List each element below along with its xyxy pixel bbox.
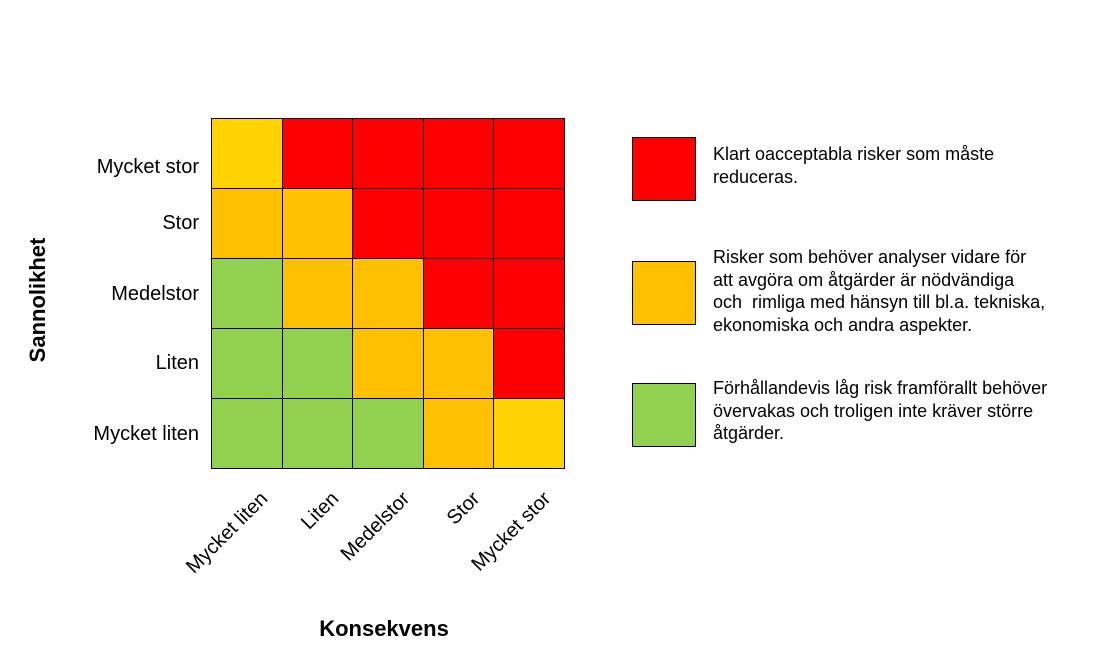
x-label-liten: Liten [297,487,344,534]
matrix-cell-red [494,259,565,329]
legend-line: åtgärder. [713,423,785,443]
matrix-cell-green [212,259,283,329]
matrix-cell-orange [353,329,424,399]
legend-text-orange: Risker som behöver analyser vidare för a… [713,246,1113,336]
legend-line: reduceras. [713,166,799,187]
matrix-cell-orange [282,189,354,259]
y-axis-title: Sannolikhet [25,237,50,363]
legend-line: Klart oacceptabla risker som måste [713,144,995,164]
matrix-cell-orange [212,189,283,259]
legend-line: och rimliga med hänsyn till bl.a. teknis… [713,292,1046,312]
matrix-cell-orange [423,329,495,399]
matrix-cell-green [212,399,283,469]
y-label-mycket-stor: Mycket stor [96,156,199,178]
legend-line: Förhållandevis låg risk framförallt behö… [713,378,1048,398]
x-axis-title: Konsekvens [319,616,449,641]
legend-text-green: Förhållandevis låg risk framförallt behö… [713,377,1113,445]
legend-swatch-red [632,137,696,201]
x-label-medelstor: Medelstor [336,487,415,566]
legend-swatch-orange [632,261,696,325]
matrix-cell-red [494,329,565,399]
legend-swatch-green [632,383,696,447]
matrix-cell-orange [423,399,495,469]
matrix-cell-green [353,399,424,469]
matrix-cell-red [423,189,495,259]
matrix-cell-yellow [494,399,565,469]
x-label-mycket-liten: Mycket liten [182,487,273,578]
matrix-cell-red [494,119,565,189]
matrix-cell-orange [353,259,424,329]
risk-matrix [211,118,565,469]
legend-line: ekonomiska och andra aspekter. [713,314,973,335]
legend-text-red: Klart oacceptabla risker som måste reduc… [713,143,1113,188]
matrix-cell-red [353,189,424,259]
matrix-cell-green [282,329,354,399]
matrix-cell-orange [282,259,354,329]
y-label-medelstor: Medelstor [111,283,199,305]
matrix-cell-red [423,259,495,329]
y-label-mycket-liten: Mycket liten [93,423,199,445]
matrix-cell-yellow [212,119,283,189]
legend-line: övervakas och troligen inte kräver störr… [713,400,1034,421]
y-label-liten: Liten [155,352,199,374]
matrix-cell-red [494,189,565,259]
matrix-cell-green [212,329,283,399]
x-label-stor: Stor [442,487,485,530]
matrix-cell-red [423,119,495,189]
y-label-stor: Stor [162,212,199,234]
legend-line: att avgöra om åtgärder är nödvändiga [713,269,1015,290]
legend-line: Risker som behöver analyser vidare för [713,247,1027,267]
matrix-cell-green [282,399,354,469]
matrix-cell-red [353,119,424,189]
matrix-cell-red [282,119,354,189]
